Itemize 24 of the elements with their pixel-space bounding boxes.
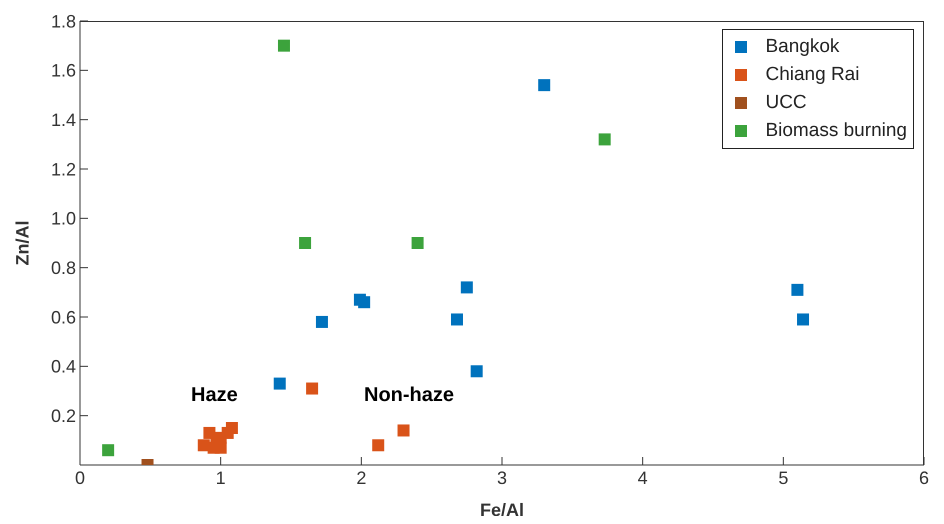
x-tick-label: 3	[496, 468, 508, 488]
x-tick-label: 4	[638, 468, 648, 488]
legend-label: Bangkok	[765, 36, 840, 58]
legend-label: UCC	[765, 92, 807, 114]
x-tick-label: 5	[778, 468, 788, 488]
legend-label: Biomass burning	[765, 120, 907, 142]
y-tick-label: 0.4	[50, 356, 76, 377]
legend-label: Chiang Rai	[765, 64, 860, 86]
annotation: Non-haze	[364, 384, 454, 407]
y-tick-label: 0.2	[50, 406, 76, 426]
y-tick-label: 1.4	[50, 110, 76, 130]
x-tick-label: 6	[918, 468, 930, 488]
y-axis-title: Zn/Al	[12, 220, 32, 266]
x-axis-title: Fe/Al	[480, 500, 524, 520]
x-tick-label: 1	[216, 468, 226, 488]
y-tick-label: 1.2	[50, 159, 76, 180]
y-tick-label: 1.8	[50, 11, 76, 32]
x-tick-label: 0	[74, 468, 86, 488]
y-tick-label: 0.8	[50, 258, 76, 278]
y-tick-label: 1.6	[50, 60, 76, 81]
y-tick-label: 1.0	[50, 208, 76, 229]
annotation: Haze	[191, 384, 238, 407]
x-tick-label: 2	[356, 468, 366, 488]
y-tick-label: 0.6	[50, 307, 76, 328]
